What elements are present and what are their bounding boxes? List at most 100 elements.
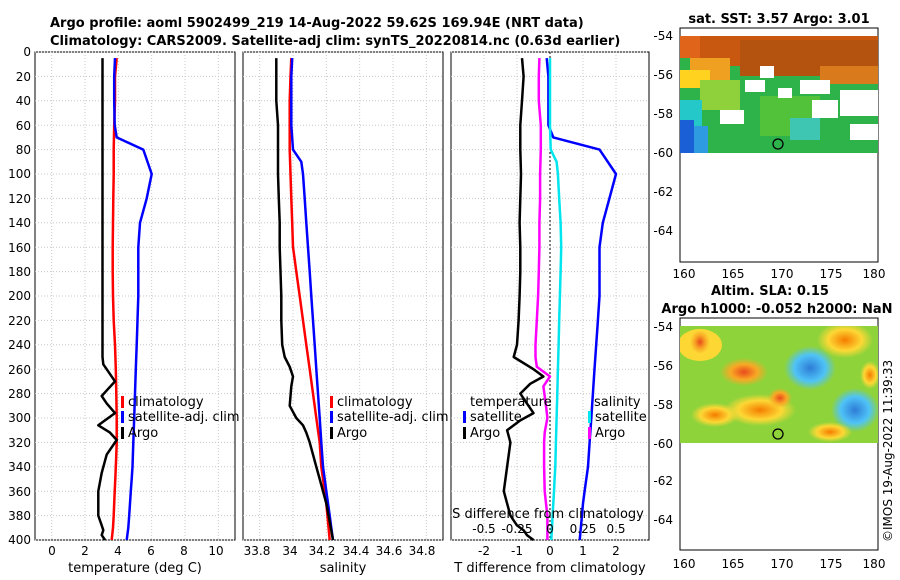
sal-xtick-34.6: 34.6 (376, 544, 403, 558)
temp-xtick-8: 8 (180, 544, 188, 558)
s-xtick-0.5: 0.5 (606, 522, 625, 536)
salinity-lines (275, 58, 335, 541)
salinity-xticks: 33.8 34 34.2 34.4 34.6 34.8 (244, 544, 436, 558)
temperature-satellite-line (112, 58, 153, 541)
ytick-360: 360 (8, 485, 31, 499)
difference-grid (451, 51, 649, 541)
legend-swatch-satellite (330, 411, 333, 423)
sla-xtick-165: 165 (722, 557, 745, 571)
sal-xtick-34: 34 (282, 544, 297, 558)
ytick-180: 180 (8, 265, 31, 279)
sst-xtick-170: 170 (771, 267, 794, 281)
legend-label-s-argo: Argo (595, 426, 625, 441)
sal-xtick-34.4: 34.4 (343, 544, 370, 558)
sla-map-xticks: 160 165 170 175 180 (673, 557, 886, 571)
temp-xtick-10: 10 (208, 544, 223, 558)
s-xtick-neg0.5: -0.5 (472, 522, 495, 536)
t-difference-xticks: -2 -1 0 1 2 (478, 544, 620, 558)
ytick-200: 200 (8, 289, 31, 303)
legend-swatch-climatology (330, 396, 333, 408)
salinity-argo-line (275, 58, 335, 541)
legend-label-s-satellite: satellite (595, 410, 647, 425)
sst-profile-marker (772, 138, 784, 150)
sla-heatmap (680, 326, 878, 443)
sst-xtick-160: 160 (673, 267, 696, 281)
t-xtick-2: 2 (612, 544, 620, 558)
sla-map-panel: Altim. SLA: 0.15 Argo h1000: -0.052 h200… (653, 284, 892, 571)
temp-xtick-2: 2 (81, 544, 89, 558)
sla-ytick--56: -56 (653, 359, 673, 373)
t-difference-xlabel: T difference from climatology (453, 561, 646, 576)
sla-ytick--54: -54 (653, 320, 673, 334)
ytick-400: 400 (8, 533, 31, 547)
sst-ytick--62: -62 (653, 185, 673, 199)
s-xtick-neg0.25: -0.25 (501, 522, 532, 536)
legend-label-argo: Argo (337, 426, 367, 441)
legend-swatch-s-satellite (588, 411, 591, 423)
difference-panel: temperature satellite Argo salinity sate… (450, 51, 650, 576)
s-diff-satellite-line (548, 58, 563, 541)
sst-ytick--56: -56 (653, 68, 673, 82)
sla-map-yticks: -54 -56 -58 -60 -62 -64 (653, 320, 673, 527)
ytick-100: 100 (8, 167, 31, 181)
sst-heatmap (680, 36, 878, 153)
sst-map-yticks: -54 -56 -58 -60 -62 -64 (653, 29, 673, 238)
sst-map-title: sat. SST: 3.57 Argo: 3.01 (688, 12, 869, 27)
legend-swatch-s-argo (588, 427, 591, 439)
ytick-300: 300 (8, 411, 31, 425)
sst-xtick-180: 180 (863, 267, 886, 281)
sst-ytick--58: -58 (653, 107, 673, 121)
ytick-80: 80 (16, 143, 31, 157)
legend-swatch-t-satellite (463, 411, 466, 423)
t-xtick-neg1: -1 (511, 544, 523, 558)
t-xtick-1: 1 (579, 544, 587, 558)
salinity-satellite-line (290, 58, 335, 541)
legend-title-temperature: temperature (470, 395, 552, 410)
legend-label-satellite: satellite-adj. clim (337, 410, 449, 425)
salinity-xlabel: salinity (320, 561, 367, 576)
s-diff-argo-line (534, 58, 552, 540)
legend-label-argo: Argo (128, 426, 158, 441)
sal-xtick-33.8: 33.8 (244, 544, 271, 558)
sst-map-panel: sat. SST: 3.57 Argo: 3.01 (653, 12, 885, 281)
ytick-20: 20 (16, 70, 31, 84)
sla-ytick--62: -62 (653, 474, 673, 488)
ytick-120: 120 (8, 192, 31, 206)
difference-legend-salinity: salinity satellite Argo (588, 395, 647, 441)
s-xtick-0: 0 (546, 522, 554, 536)
temperature-climatology-line (110, 57, 118, 541)
ytick-40: 40 (16, 94, 31, 108)
salinity-legend: climatology satellite-adj. clim Argo (330, 395, 449, 441)
sla-ytick--60: -60 (653, 437, 673, 451)
ytick-220: 220 (8, 314, 31, 328)
figure-title-line1: Argo profile: aoml 5902499_219 14-Aug-20… (50, 16, 584, 31)
legend-label-climatology: climatology (128, 395, 204, 410)
temperature-argo-line (97, 58, 118, 541)
ytick-280: 280 (8, 387, 31, 401)
sst-ytick--54: -54 (653, 29, 673, 43)
sst-ytick--64: -64 (653, 224, 673, 238)
sst-ytick--60: -60 (653, 146, 673, 160)
legend-label-t-argo: Argo (470, 426, 500, 441)
s-difference-label: S difference from climatology (452, 507, 644, 522)
temperature-legend: climatology satellite-adj. clim Argo (121, 395, 240, 441)
legend-label-satellite: satellite-adj. clim (128, 410, 240, 425)
sla-ytick--64: -64 (653, 513, 673, 527)
ytick-260: 260 (8, 363, 31, 377)
sla-xtick-180: 180 (863, 557, 886, 571)
legend-swatch-climatology (121, 396, 124, 408)
legend-swatch-satellite (121, 411, 124, 423)
temp-xtick-6: 6 (147, 544, 155, 558)
temp-xtick-0: 0 (48, 544, 56, 558)
legend-swatch-argo (121, 427, 124, 439)
t-diff-argo-line (502, 57, 545, 542)
sst-xtick-175: 175 (820, 267, 843, 281)
sst-map-xticks: 160 165 170 175 180 (673, 267, 886, 281)
temperature-lines (97, 57, 153, 541)
ytick-340: 340 (8, 460, 31, 474)
legend-title-salinity: salinity (594, 395, 641, 410)
depth-yticks: 0 20 40 60 80 100 120 140 160 180 200 22… (8, 45, 31, 547)
ytick-240: 240 (8, 338, 31, 352)
ytick-60: 60 (16, 119, 31, 133)
